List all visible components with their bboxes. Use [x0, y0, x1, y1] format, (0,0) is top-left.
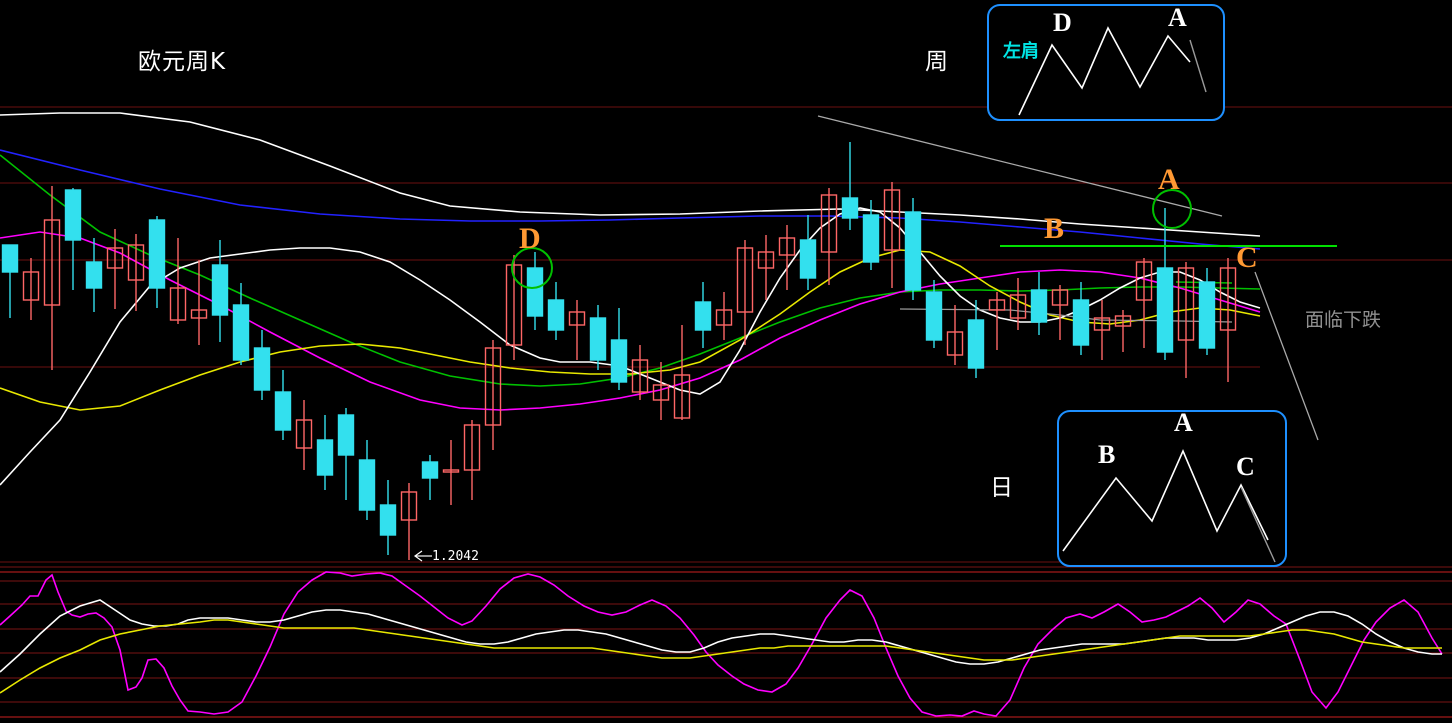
candle-body[interactable] [736, 247, 754, 313]
candle-body[interactable] [820, 194, 838, 253]
candle-body[interactable] [1219, 267, 1237, 331]
candle-body[interactable] [43, 219, 61, 306]
candle-body[interactable] [463, 424, 481, 471]
candle-body[interactable] [1030, 289, 1048, 323]
candle-body[interactable] [127, 244, 145, 281]
kdj-d-line [0, 599, 1442, 673]
candle-body[interactable] [673, 374, 691, 419]
candle-body[interactable] [1198, 281, 1216, 349]
candle-body[interactable] [253, 347, 271, 391]
candle-body[interactable] [715, 309, 733, 326]
candle-body[interactable] [337, 414, 355, 456]
candle-body[interactable] [505, 264, 523, 346]
candle-body[interactable] [316, 439, 334, 476]
candle-body[interactable] [1093, 317, 1111, 331]
ma-yellow-line [0, 249, 1261, 411]
candle-body[interactable] [400, 491, 418, 521]
inset-daily-box[interactable] [1057, 410, 1287, 567]
candle-body[interactable] [1009, 294, 1027, 319]
candle-body[interactable] [232, 304, 250, 361]
candle-body[interactable] [190, 309, 208, 319]
candle-body[interactable] [631, 359, 649, 393]
candle-body[interactable] [547, 299, 565, 331]
candle-body[interactable] [148, 219, 166, 289]
candle-body[interactable] [358, 459, 376, 511]
candle-body[interactable] [610, 339, 628, 383]
candle-body[interactable] [1114, 315, 1132, 327]
candle-body[interactable] [1072, 299, 1090, 346]
candle-body[interactable] [379, 504, 397, 536]
candle-body[interactable] [484, 347, 502, 426]
candle-body[interactable] [589, 317, 607, 361]
descending-trendline[interactable] [817, 115, 1223, 217]
candle-body[interactable] [988, 299, 1006, 311]
candle-body[interactable] [22, 271, 40, 301]
candle-body[interactable] [1156, 267, 1174, 353]
candle-body[interactable] [442, 469, 460, 473]
ma-magenta-line [0, 231, 1261, 411]
inset-daily-decline [1240, 486, 1276, 563]
candle-body[interactable] [169, 287, 187, 321]
candle-body[interactable] [64, 189, 82, 241]
inset-daily-path [1062, 448, 1269, 552]
candle-body[interactable] [652, 384, 670, 401]
decline-projection-line[interactable] [1254, 271, 1319, 441]
candle-body[interactable] [862, 214, 880, 263]
candle-body[interactable] [526, 267, 544, 317]
kdj-j-line [0, 619, 1442, 694]
marker-circle-D[interactable] [511, 247, 553, 289]
candle-body[interactable] [568, 311, 586, 326]
candlestick-series[interactable] [1, 142, 1237, 560]
candle-body[interactable] [925, 291, 943, 341]
candle-body[interactable] [841, 197, 859, 219]
candle-body[interactable] [967, 319, 985, 369]
candle-body[interactable] [883, 189, 901, 251]
candle-body[interactable] [274, 391, 292, 431]
candle-body[interactable] [211, 264, 229, 316]
candle-body[interactable] [904, 211, 922, 291]
kdj-k-line [0, 571, 1443, 717]
candle-body[interactable] [1051, 289, 1069, 306]
candle-body[interactable] [295, 419, 313, 449]
candle-body[interactable] [778, 237, 796, 256]
candle-body[interactable] [106, 247, 124, 269]
inset-weekly-decline [1189, 39, 1207, 93]
kdj-panel-gridlines [0, 566, 1452, 718]
marker-circle-A[interactable] [1152, 189, 1192, 229]
candle-body[interactable] [1, 244, 19, 273]
price-arrow-icon [413, 550, 432, 562]
candle-body[interactable] [757, 251, 775, 269]
candle-body[interactable] [85, 261, 103, 289]
annotation-lines [413, 115, 1337, 562]
ma-blue-line [0, 149, 1261, 250]
candle-body[interactable] [421, 461, 439, 479]
inset-weekly-border [987, 4, 1225, 121]
candle-body[interactable] [799, 239, 817, 279]
candle-body[interactable] [1177, 267, 1195, 341]
candle-body[interactable] [1135, 261, 1153, 301]
inset-weekly-box[interactable] [987, 4, 1225, 121]
candle-body[interactable] [694, 301, 712, 331]
inset-weekly-path [1018, 26, 1191, 116]
inset-daily-border [1057, 410, 1287, 567]
candle-body[interactable] [946, 331, 964, 356]
ma-white-long-line [0, 112, 1261, 237]
kdj-series-group [0, 571, 1443, 717]
